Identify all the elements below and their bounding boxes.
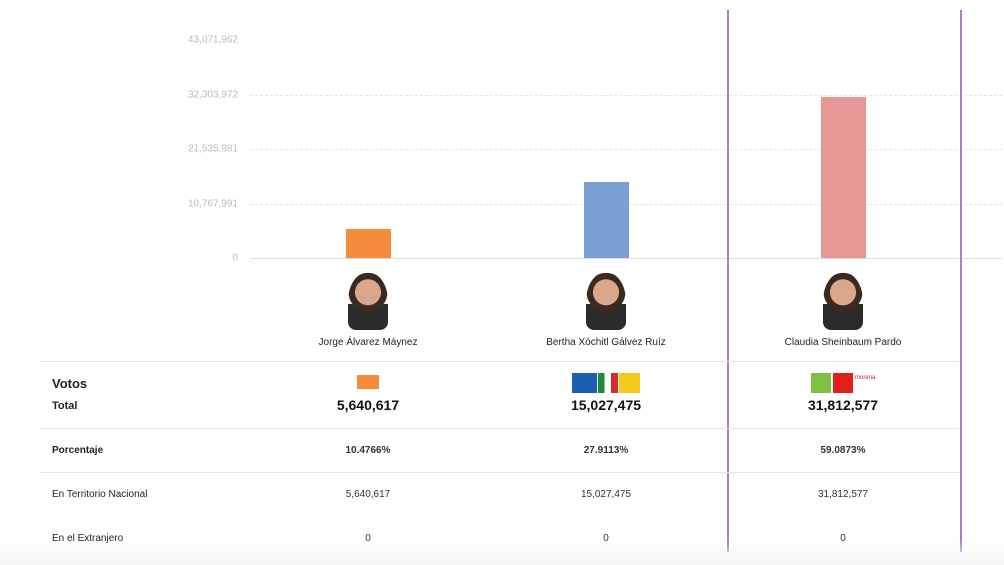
results-panel <box>40 10 960 555</box>
porcentaje-value-2: 27.9113% <box>583 445 629 456</box>
candidate-name-1: Jorge Álvarez Máynez <box>318 337 418 348</box>
y-tick-label: 43,071,962 <box>187 34 238 46</box>
votos-label: Votos <box>52 376 88 391</box>
row-divider <box>40 428 960 429</box>
candidate-name-3: Claudia Sheinbaum Pardo <box>784 337 902 348</box>
nacional-value-2: 15,027,475 <box>580 489 632 500</box>
y-tick-label: 21,535,981 <box>187 143 238 155</box>
pan-pri-prd-logo-icon <box>572 373 640 393</box>
y-tick-label: 10,767,991 <box>187 198 238 209</box>
nacional-value-1: 5,640,617 <box>345 489 391 500</box>
porcentaje-value-3: 59.0873% <box>820 445 866 456</box>
candidate-photo-1 <box>348 272 388 330</box>
row-divider <box>40 361 960 362</box>
extranjero-value-2: 0 <box>603 533 609 544</box>
bar-1[interactable] <box>346 229 391 258</box>
candidate-photo-2 <box>586 272 626 330</box>
y-tick-label: 32,303,972 <box>187 89 238 100</box>
nacional-label: En Territorio Nacional <box>52 489 148 500</box>
porcentaje-label: Porcentaje <box>52 445 104 456</box>
total-value-1: 5,640,617 <box>336 397 400 413</box>
total-value-3: 31,812,577 <box>807 397 879 413</box>
nacional-value-3: 31,812,577 <box>817 489 869 500</box>
y-tick-label: 0 <box>232 252 238 264</box>
winner-highlight <box>727 10 962 552</box>
scroll-fade <box>0 540 1004 565</box>
bar-2[interactable] <box>584 181 629 258</box>
extranjero-label: En el Extranjero <box>52 533 124 544</box>
bar-3[interactable] <box>821 96 866 258</box>
porcentaje-value-1: 10.4766% <box>345 445 391 456</box>
extranjero-value-1: 0 <box>365 533 371 544</box>
candidate-photo-3 <box>823 272 863 330</box>
pvem-pt-morena-logo-icon: morena <box>811 373 877 393</box>
mc-logo-icon <box>357 375 379 389</box>
candidate-name-2: Bertha Xóchitl Gálvez Ruíz <box>546 337 666 348</box>
row-divider <box>40 472 960 473</box>
grid-line <box>250 94 1002 96</box>
extranjero-value-3: 0 <box>840 533 846 544</box>
grid-line <box>250 149 1002 150</box>
total-value-2: 15,027,475 <box>570 397 642 413</box>
total-label: Total <box>52 400 78 412</box>
x-axis-baseline <box>250 258 1002 259</box>
